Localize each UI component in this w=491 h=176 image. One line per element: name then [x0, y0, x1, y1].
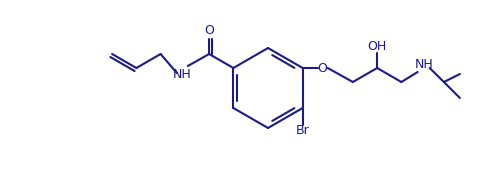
- Text: NH: NH: [414, 58, 433, 71]
- Text: O: O: [204, 24, 214, 37]
- Text: Br: Br: [296, 124, 309, 137]
- Text: O: O: [318, 61, 327, 74]
- Text: NH: NH: [172, 68, 191, 81]
- Text: OH: OH: [367, 39, 387, 52]
